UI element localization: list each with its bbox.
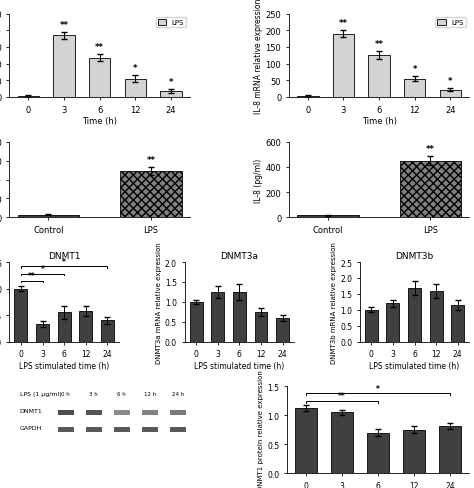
Bar — [142, 427, 158, 432]
Title: DNMT1: DNMT1 — [48, 251, 81, 261]
Text: **: ** — [426, 145, 435, 154]
Text: *: * — [169, 78, 173, 87]
Bar — [190, 302, 202, 342]
Y-axis label: IL-8 (pg/ml): IL-8 (pg/ml) — [254, 158, 263, 202]
Bar — [36, 325, 49, 342]
Text: *: * — [412, 64, 417, 74]
Text: **: ** — [95, 43, 104, 52]
Text: **: ** — [146, 156, 155, 165]
Text: *: * — [376, 384, 380, 393]
Text: **: ** — [28, 271, 36, 281]
Bar — [114, 410, 130, 415]
Bar — [408, 288, 421, 342]
Bar — [297, 97, 319, 98]
Text: *: * — [133, 64, 137, 73]
X-axis label: LPS stimulated time (h): LPS stimulated time (h) — [19, 361, 109, 370]
Bar — [440, 90, 461, 98]
Bar — [89, 59, 110, 98]
Text: **: ** — [339, 19, 348, 28]
Text: DNMT1: DNMT1 — [19, 408, 42, 413]
Bar — [79, 311, 92, 342]
Text: 0 h: 0 h — [61, 391, 70, 396]
Bar — [142, 410, 158, 415]
Bar — [120, 172, 182, 218]
Bar — [403, 430, 425, 473]
X-axis label: LPS stimulated time (h): LPS stimulated time (h) — [194, 361, 284, 370]
Bar — [53, 36, 75, 98]
Bar — [58, 427, 73, 432]
Bar — [211, 292, 224, 342]
Title: DNMT3b: DNMT3b — [395, 251, 434, 261]
Bar — [86, 410, 102, 415]
Text: 12 h: 12 h — [144, 391, 156, 396]
Bar — [233, 292, 246, 342]
Legend: LPS: LPS — [435, 18, 466, 28]
Bar — [368, 56, 390, 98]
Bar — [18, 97, 39, 98]
Bar — [365, 310, 378, 342]
Bar — [333, 35, 354, 98]
Bar — [160, 92, 182, 98]
Bar — [114, 427, 130, 432]
Bar — [400, 161, 461, 218]
Bar — [331, 412, 353, 473]
Legend: LPS: LPS — [156, 18, 186, 28]
X-axis label: Time (h): Time (h) — [362, 117, 397, 126]
Text: **: ** — [338, 391, 346, 400]
Bar — [439, 426, 461, 473]
Y-axis label: IL-8 mRNA relative expression: IL-8 mRNA relative expression — [254, 0, 263, 114]
Bar — [170, 427, 186, 432]
Text: **: ** — [60, 20, 69, 30]
Text: LPS (1 μg/ml): LPS (1 μg/ml) — [19, 391, 61, 396]
Bar — [386, 304, 400, 342]
X-axis label: LPS stimulated time (h): LPS stimulated time (h) — [369, 361, 460, 370]
Bar — [255, 312, 267, 342]
Bar — [295, 408, 317, 473]
Y-axis label: DNMT1 protein relative expression: DNMT1 protein relative expression — [258, 369, 264, 488]
Bar — [404, 80, 426, 98]
Y-axis label: DNMT3a mRNA relative expression: DNMT3a mRNA relative expression — [156, 242, 162, 363]
Bar — [86, 427, 102, 432]
Bar — [101, 321, 114, 342]
Text: 24 h: 24 h — [172, 391, 184, 396]
Bar — [58, 313, 71, 342]
Bar — [429, 291, 443, 342]
Y-axis label: DNMT3b mRNA relative expression: DNMT3b mRNA relative expression — [331, 242, 337, 363]
Text: 6 h: 6 h — [118, 391, 126, 396]
Title: DNMT3a: DNMT3a — [220, 251, 258, 261]
Bar — [125, 80, 146, 98]
Bar — [276, 318, 289, 342]
Bar — [297, 216, 359, 218]
Bar — [451, 305, 465, 342]
Text: *: * — [41, 264, 45, 274]
Bar — [58, 410, 73, 415]
Text: *: * — [448, 77, 453, 85]
Bar — [14, 289, 27, 342]
X-axis label: Time (h): Time (h) — [82, 117, 117, 126]
Text: 3 h: 3 h — [90, 391, 98, 396]
Text: **: ** — [374, 40, 383, 49]
Text: *: * — [62, 257, 66, 266]
Bar — [367, 433, 389, 473]
Bar — [18, 215, 79, 218]
Bar — [170, 410, 186, 415]
Text: GAPDH: GAPDH — [19, 425, 42, 430]
